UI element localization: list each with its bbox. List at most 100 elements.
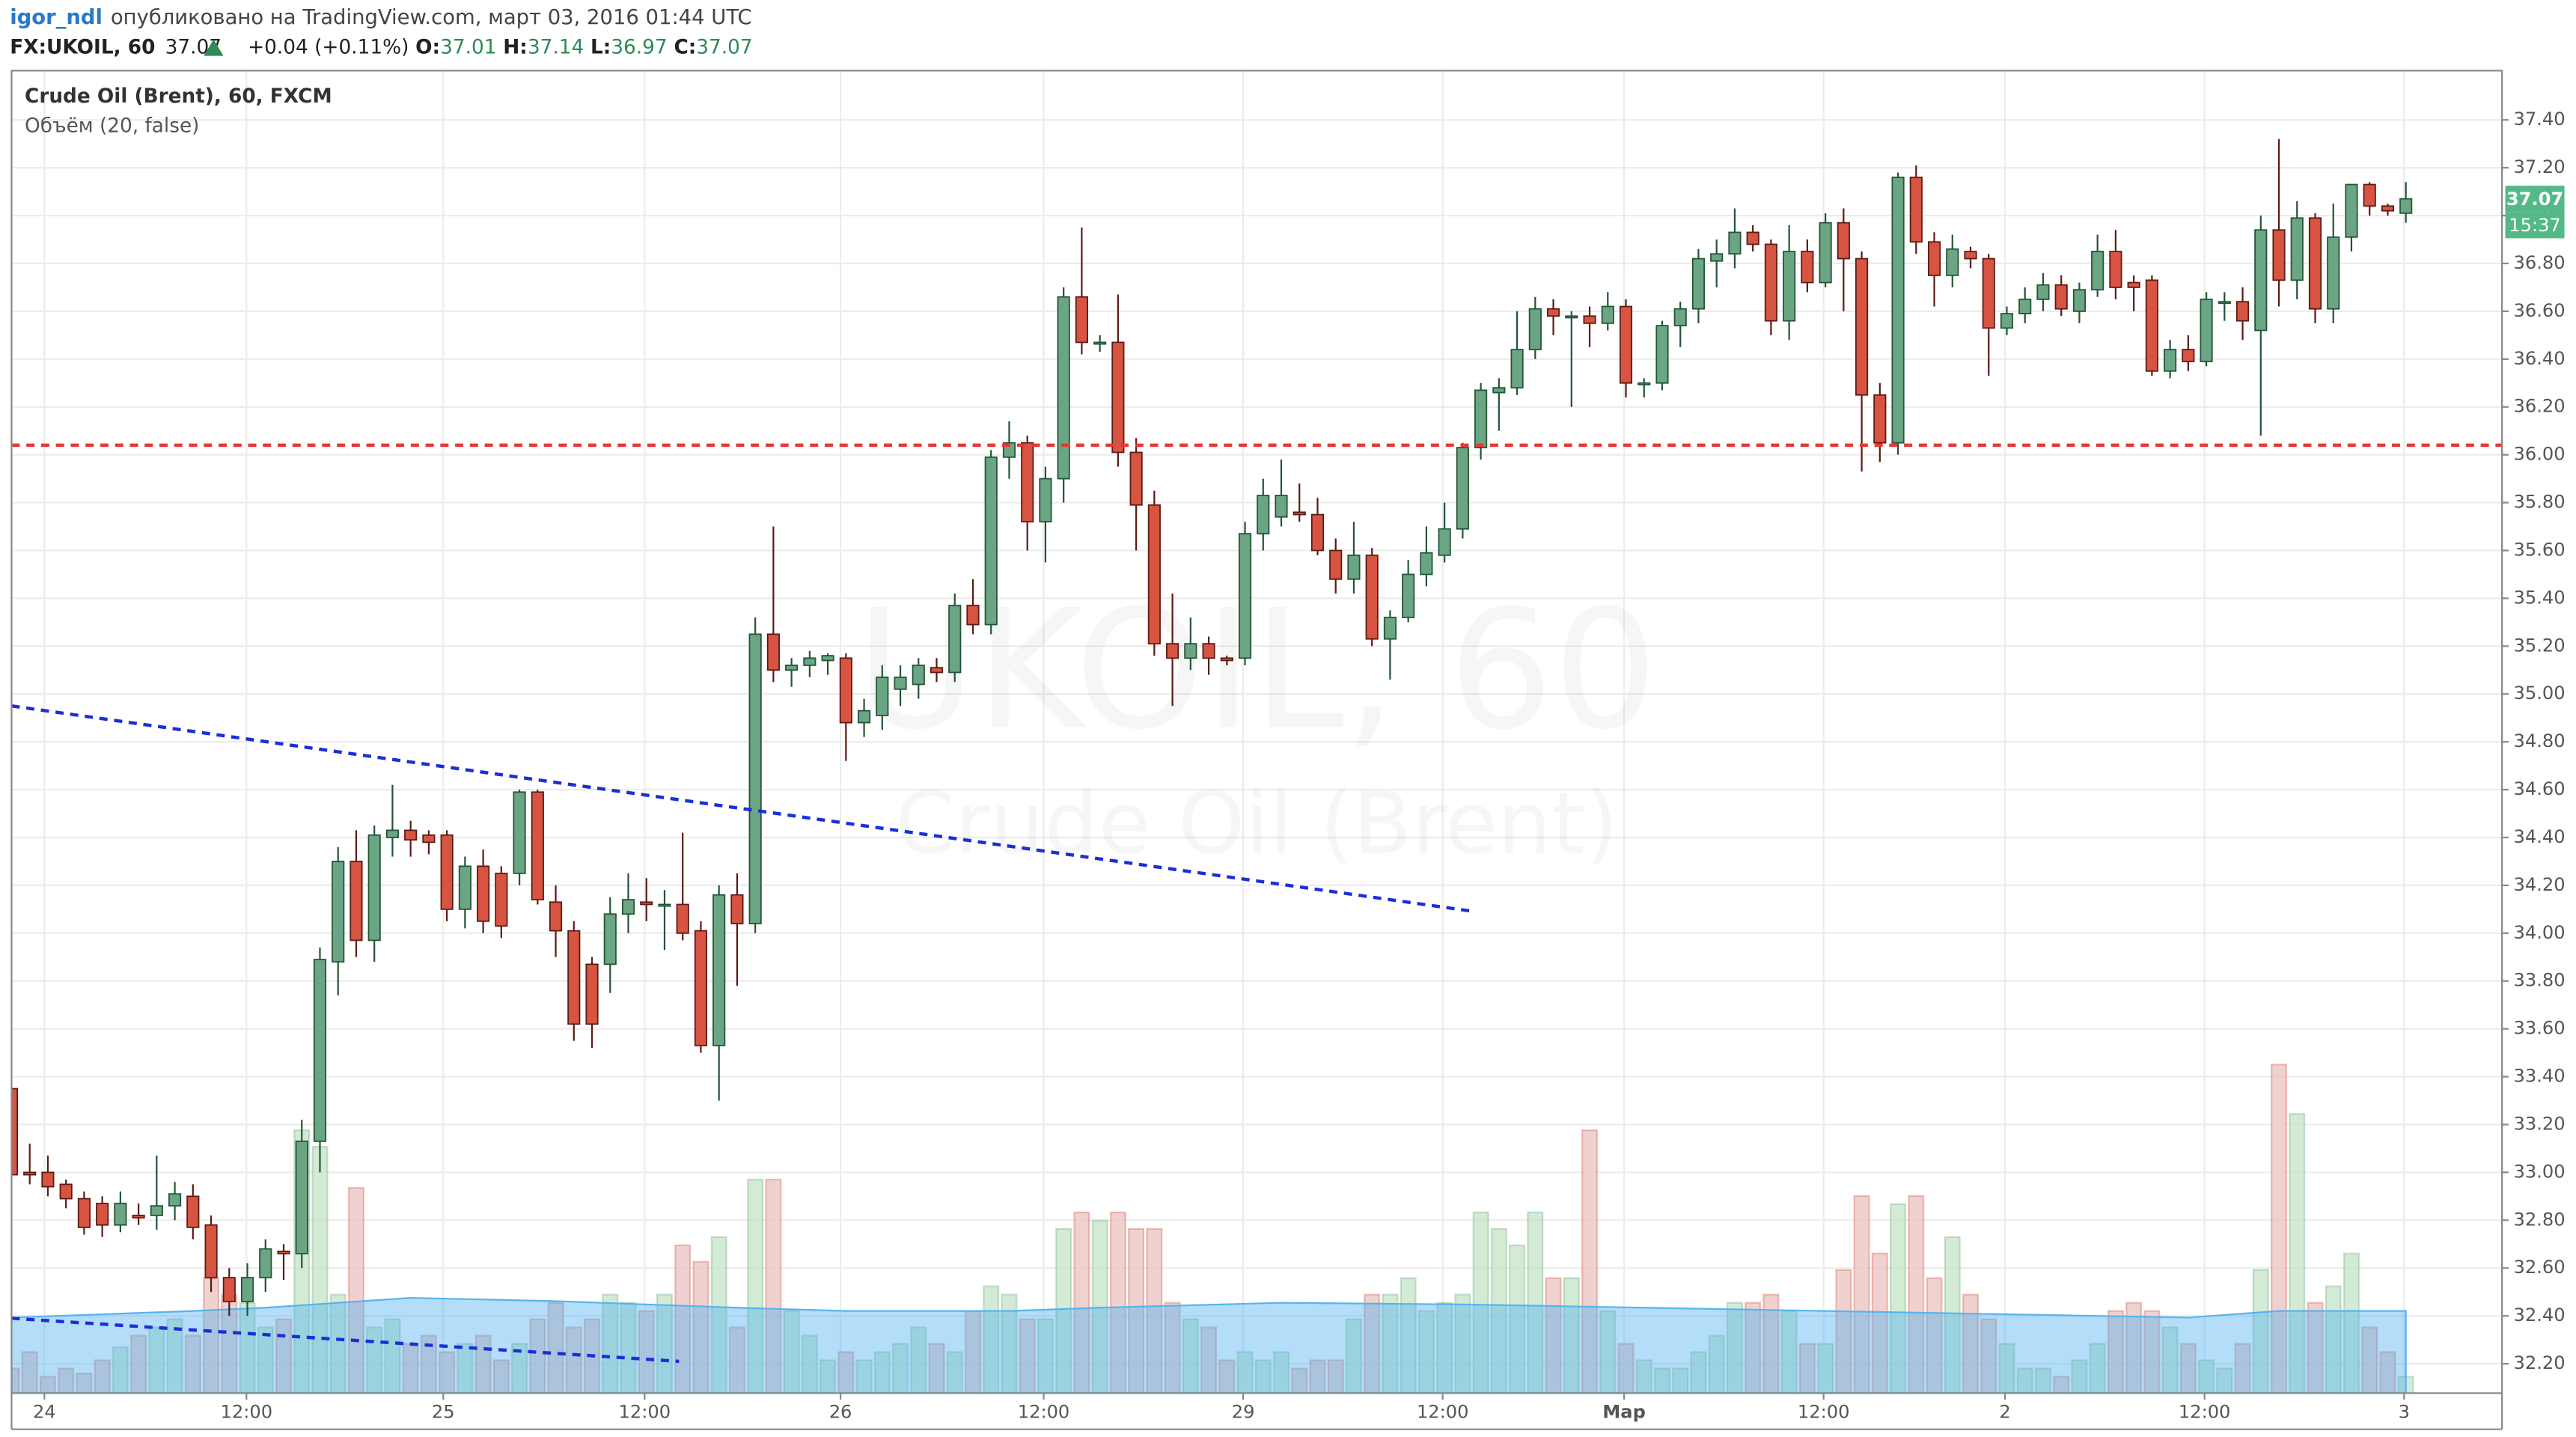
axes: 32.20 32.40 32.60 32.80 33.00 33.20 33.40 33.60… [33,109,2566,1423]
y-tick-label: 36.60 [2513,300,2565,321]
candle-body [1728,231,1742,255]
volume-bar [1708,1334,1725,1394]
volume-bar [1001,1293,1018,1394]
volume-bar [1599,1310,1617,1394]
volume-bar [2252,1269,2269,1394]
candle-body [259,1248,272,1278]
candle-body [2036,284,2050,300]
candle-body [2327,236,2340,310]
candle-body [1057,296,1070,480]
x-tick-label: Мар [1602,1402,1646,1423]
volume-bar [1745,1302,1762,1394]
volume-bar [1055,1227,1072,1394]
volume-ma-area [11,1296,2407,1394]
indicator-legend: Объём (20, false) [25,115,199,138]
y-tick-label: 36.00 [2513,444,2565,465]
volume-bar [1345,1318,1362,1394]
chart-title: Crude Oil (Brent), 60, FXCM [25,85,332,108]
candle-body [1365,554,1379,640]
change: +0.04 (+0.11%) [248,36,409,58]
candle-body [803,657,817,666]
candle-body [2218,301,2231,305]
candle-body [1093,341,1107,345]
candle-body [1547,308,1560,317]
candle-body [1111,341,1125,454]
candle-body [2345,183,2358,238]
volume-bar [2361,1326,2378,1394]
watermark-symbol: UKOIL, 60 [856,574,1658,766]
candle-body [1638,382,1651,385]
volume-bar [112,1346,129,1394]
volume-bar [747,1178,764,1394]
published: опубликовано на TradingView.com, март 03… [111,6,752,29]
candle-body [1655,325,1669,384]
volume-bar [602,1293,619,1394]
volume-bar [1436,1302,1453,1394]
volume-bar [710,1236,727,1394]
volume-bar [1417,1310,1435,1394]
volume-bar [1726,1302,1743,1394]
volume-bar [1980,1318,1997,1394]
candle-body [1129,451,1143,506]
candle-body [567,930,581,1025]
volume-bar [1690,1351,1707,1394]
candle-body [2200,299,2213,362]
candle-body [948,605,962,674]
candle-body [676,903,689,934]
y-tick-label: 35.40 [2513,587,2565,608]
volume-bar [2234,1343,2251,1394]
candle-body [1565,315,1578,319]
candle-body [332,861,345,963]
candle-body [531,791,544,900]
candle-body [1909,177,1923,243]
candle-body [658,903,671,907]
candle-body [1601,305,1614,324]
volume-bar [275,1318,292,1394]
author[interactable]: igor_ndl [10,6,103,29]
volume-bar [837,1351,855,1394]
candle-body [2000,313,2014,329]
candle-body [1855,257,1869,396]
candle-body [730,894,744,924]
volume-bar [329,1293,347,1394]
volume-bar [910,1326,927,1394]
volume-bar [674,1244,692,1394]
volume-bar [873,1351,891,1394]
volume-bar [1146,1227,1163,1394]
volume-bar [1327,1359,1344,1394]
candle-body [1202,643,1215,659]
volume-bar [76,1372,93,1394]
volume-bar [1998,1343,2015,1394]
symbol: FX:UKOIL, 60 [10,36,155,58]
candle-body [114,1203,127,1226]
x-tick-label: 24 [33,1402,56,1423]
candle-body [1837,222,1850,260]
volume-bar [1454,1293,1471,1394]
volume-bar [2107,1310,2124,1394]
volume-bar [1254,1359,1272,1394]
volume-bar [2053,1376,2070,1394]
x-tick-label: 12:00 [1018,1402,1070,1423]
candle-body [1528,308,1542,350]
candle-body [585,963,599,1025]
volume-bar [1635,1359,1652,1394]
candle-body [1292,511,1306,516]
x-tick-label: 12:00 [619,1402,671,1423]
volume-bar [1400,1277,1417,1394]
candle-body [1347,554,1361,580]
candle-body [41,1171,55,1188]
candle-body [2127,281,2140,288]
candle-body [1474,389,1488,448]
candle-body [966,605,980,626]
volume-bar [1926,1277,1943,1394]
x-tick-label: 25 [432,1402,455,1423]
candle-body [23,1171,37,1176]
candle-body [1275,495,1288,518]
countdown: 15:37 [2509,215,2561,236]
y-tick-label: 33.60 [2513,1018,2565,1039]
y-tick-label: 33.80 [2513,970,2565,991]
volume-bar [1509,1244,1526,1394]
candle-body [240,1277,254,1302]
candle-body [350,861,363,942]
up-arrow [204,39,224,56]
